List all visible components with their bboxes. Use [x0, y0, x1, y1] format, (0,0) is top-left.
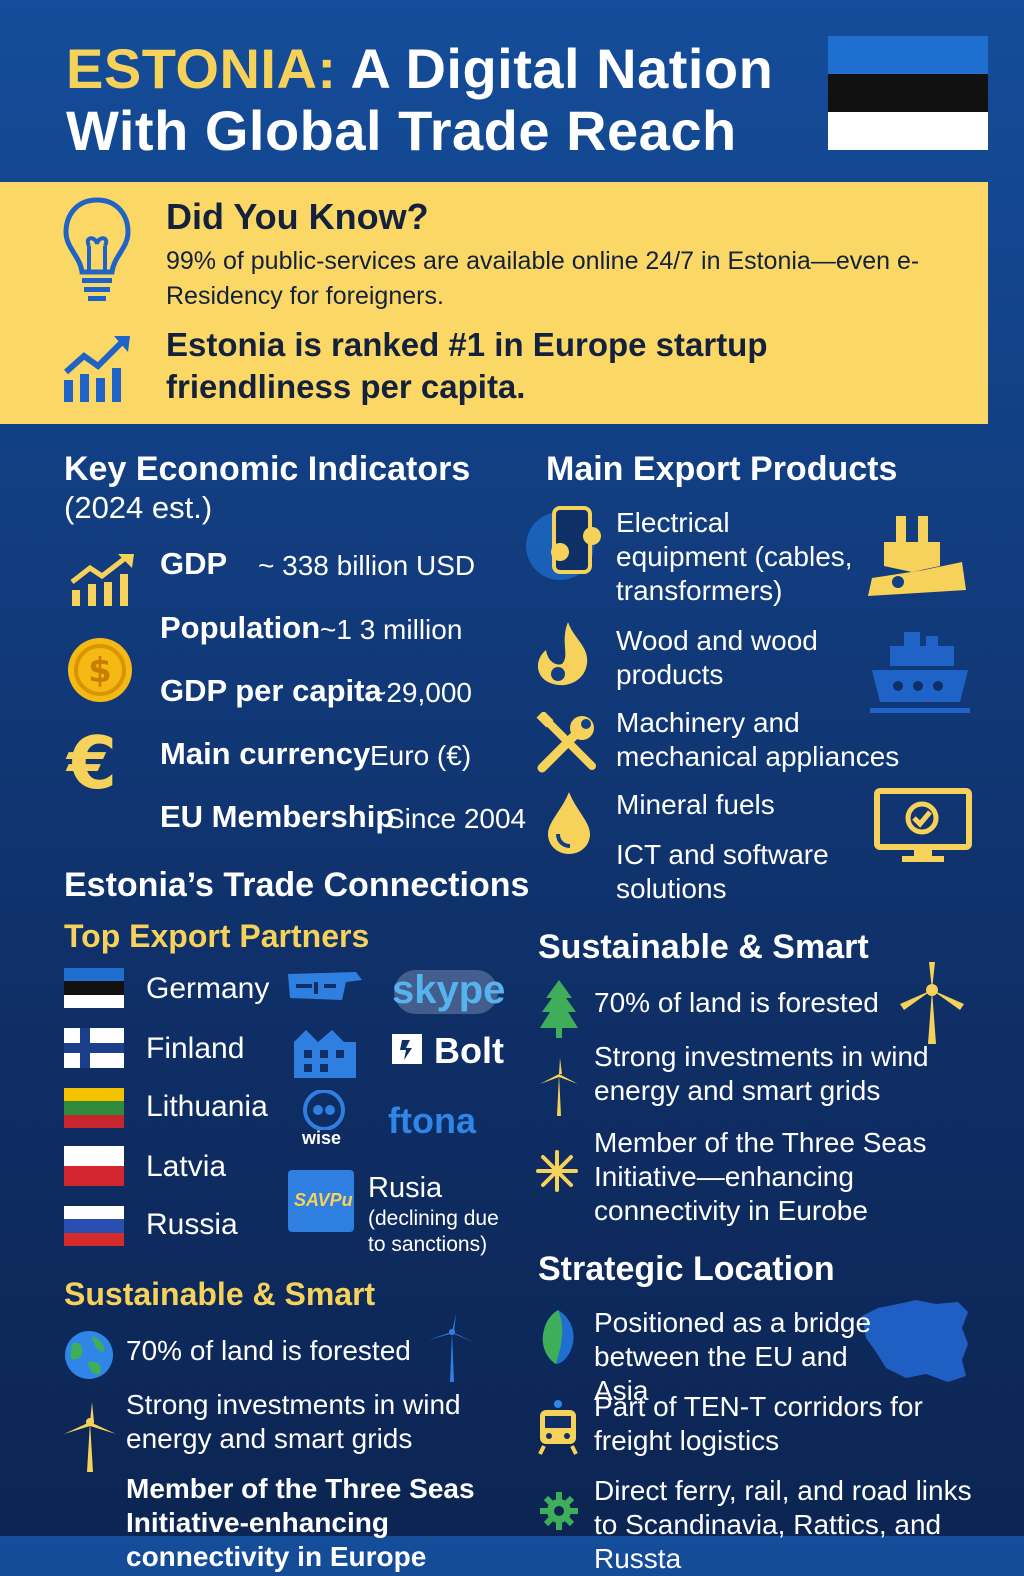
- sustain-right-heading: Sustainable & Smart: [538, 928, 869, 966]
- building-icon: [292, 1028, 358, 1080]
- indicator-value-eu: Since 2004: [386, 803, 527, 834]
- skype-logo: skype: [390, 964, 506, 1018]
- indicator-label-gdp: GDP: [160, 546, 228, 581]
- factory-machine-icon: [866, 512, 970, 602]
- indicator-value-gdp: ~ 338 billion USD: [258, 550, 476, 581]
- sustain-right-wind: Strong investments in wind energy and sm…: [594, 1041, 929, 1106]
- flag-russia: [64, 1206, 124, 1246]
- title-rest: A Digital Nation: [336, 37, 774, 100]
- russia-note-title: Rusia: [368, 1172, 443, 1204]
- export-wood: Wood and wood products: [616, 625, 818, 690]
- sustain-left-wind: Strong investments in wind energy and sm…: [126, 1389, 461, 1454]
- top-export-partners-heading: Top Export Partners: [64, 918, 370, 954]
- transferwise-logo-icon: [286, 968, 364, 1004]
- savpu-logo-text: SAVPu: [294, 1190, 353, 1210]
- did-you-know-heading: Did You Know?: [166, 196, 429, 237]
- export-mineral-fuels: Mineral fuels: [616, 789, 775, 820]
- gear-network-icon: [538, 1490, 580, 1532]
- partner-finland: Finland: [146, 1032, 245, 1065]
- export-machinery: Machinery and mechanical appliances: [616, 707, 900, 772]
- estonia-map-icon: [858, 1298, 970, 1384]
- wise-logo-text: wise: [302, 1128, 342, 1148]
- lightbulb-icon: [62, 196, 132, 306]
- flag-lithuania: [64, 1088, 124, 1128]
- wise-logo-icon: [300, 1090, 350, 1130]
- location-heading: Strategic Location: [538, 1250, 835, 1288]
- train-icon: [536, 1398, 580, 1456]
- startup-ranking-text: Estonia is ranked #1 in Europe startup f…: [166, 326, 768, 405]
- computer-monitor-icon: [874, 788, 972, 864]
- flame-leaf-icon: [534, 620, 594, 690]
- indicator-value-population: ~1 3 million: [320, 614, 463, 645]
- svg-text:$: $: [88, 651, 112, 691]
- indicator-label-population: Population: [160, 610, 321, 645]
- estonia-flag: [828, 36, 988, 150]
- indicator-label-currency: Main currency: [160, 736, 371, 771]
- growth-chart-icon: [62, 332, 132, 404]
- euro-icon: €: [62, 728, 126, 798]
- indicators-subheading: (2024 est.): [64, 490, 213, 525]
- location-bridge: Positioned as a bridge between the EU an…: [594, 1307, 872, 1406]
- sustain-left-heading: Sustainable & Smart: [64, 1276, 376, 1312]
- indicator-value-gdp-per-capita: ~29,000: [370, 677, 472, 708]
- wind-turbine-icon-blue: [424, 1312, 480, 1384]
- indicators-heading: Key Economic Indicators: [64, 450, 471, 488]
- sustain-left-forest: 70% of land is forested: [126, 1335, 411, 1366]
- flag-finland: [64, 1028, 124, 1068]
- exports-heading: Main Export Products: [546, 450, 898, 488]
- savpu-logo: SAVPu: [288, 1170, 354, 1232]
- wrench-screwdriver-icon: [536, 712, 600, 774]
- globe-icon: [64, 1330, 114, 1380]
- indicator-value-currency: Euro (€): [370, 740, 472, 771]
- indicator-label-eu: EU Membership: [160, 799, 395, 834]
- trade-heading: Estonia’s Trade Connections: [64, 866, 530, 904]
- ship-icon: [868, 628, 972, 718]
- bolt-logo-text: Bolt: [434, 1030, 504, 1071]
- skype-logo-text: skype: [392, 968, 506, 1012]
- wind-turbine-icon-right: [896, 960, 968, 1046]
- bolt-logo-icon: [390, 1032, 426, 1066]
- partner-russia: Russia: [146, 1208, 238, 1241]
- sustain-right-forest: 70% of land is forested: [594, 987, 879, 1018]
- svg-text:€: €: [65, 728, 117, 798]
- did-you-know-banner: Did You Know? 99% of public-services are…: [0, 182, 988, 424]
- flag-estonia: [64, 968, 124, 1008]
- title-line-2: With Global Trade Reach: [66, 99, 737, 162]
- indicator-label-gdp-per-capita: GDP per capita: [160, 673, 382, 708]
- dollar-coin-icon: $: [66, 636, 134, 704]
- location-ten-t: Part of TEN-T corridors for freight logi…: [594, 1391, 923, 1456]
- wind-turbine-icon-yellow: [62, 1400, 118, 1474]
- russia-note: (declining due to sanctions): [368, 1207, 499, 1256]
- sustain-right-three-seas: Member of the Three Seas Initiative—enha…: [594, 1127, 927, 1226]
- flag-latvia-stripes: [64, 1146, 124, 1186]
- pine-tree-icon: [538, 978, 580, 1040]
- ftona-logo-text: ftona: [388, 1100, 476, 1141]
- partner-lithuania: Lithuania: [146, 1090, 268, 1123]
- sustain-left-three-seas: Member of the Three Seas Initiative-enha…: [126, 1473, 475, 1572]
- sparkle-star-icon: [536, 1150, 578, 1192]
- title-highlight: ESTONIA:: [66, 37, 337, 100]
- partner-latvia: Latvia: [146, 1150, 227, 1183]
- export-electrical: Electrical equipment (cables, transforme…: [616, 507, 853, 606]
- page-title: ESTONIA: A Digital Nation With Global Tr…: [66, 38, 826, 162]
- export-ict: ICT and software solutions: [616, 839, 829, 904]
- oil-drop-icon: [546, 790, 592, 856]
- wind-turbine-small-icon: [538, 1056, 580, 1118]
- electronics-icon: [524, 502, 608, 584]
- partner-germany: Germany: [146, 972, 270, 1005]
- location-links: Direct ferry, rail, and road links to Sc…: [594, 1475, 972, 1574]
- did-you-know-text: 99% of public-services are available onl…: [166, 247, 920, 310]
- chart-up-icon: [70, 552, 136, 608]
- leaf-map-icon: [538, 1308, 578, 1366]
